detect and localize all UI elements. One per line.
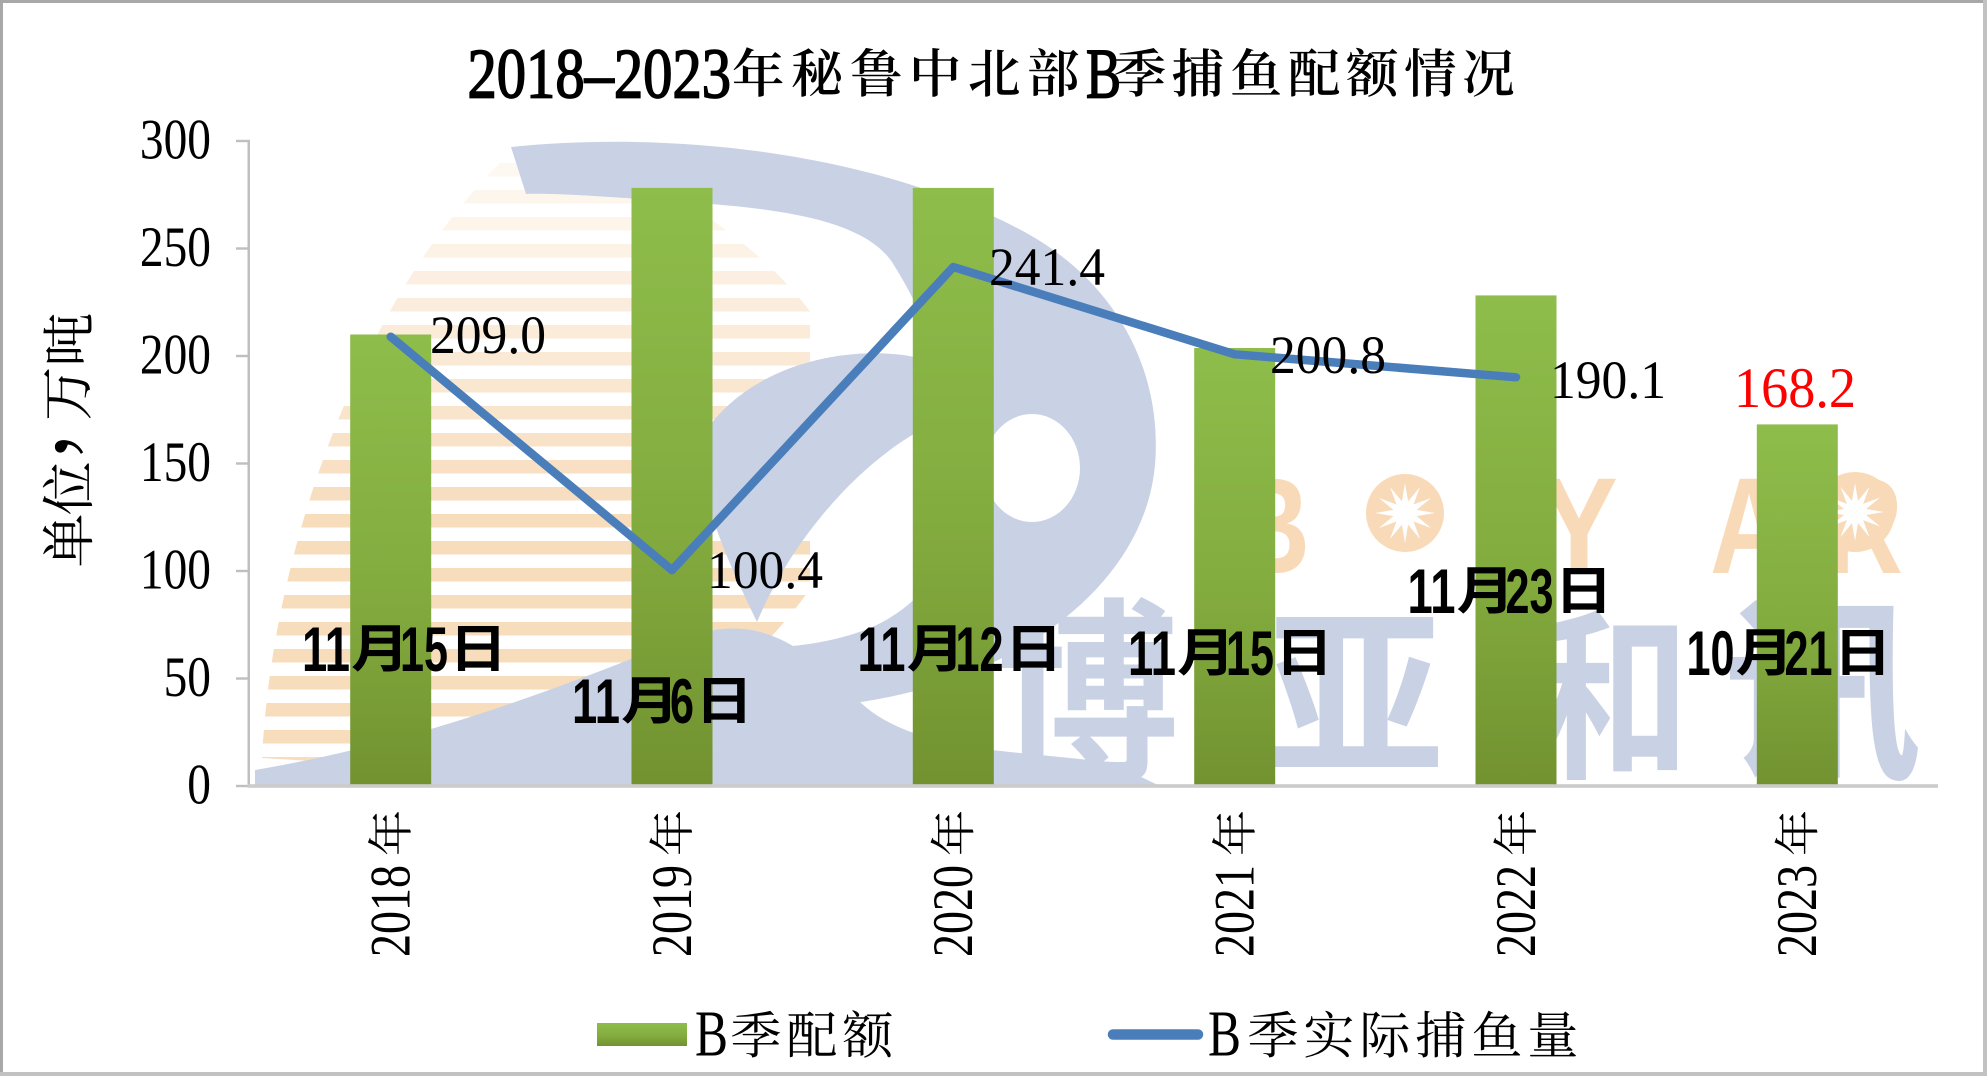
- svg-text:209.0: 209.0: [430, 305, 546, 365]
- svg-text:200: 200: [140, 324, 211, 387]
- svg-text:300: 300: [140, 109, 211, 172]
- svg-text:2021: 2021: [1204, 865, 1267, 957]
- svg-text:241.4: 241.4: [989, 237, 1105, 297]
- svg-text:2019: 2019: [641, 865, 704, 957]
- svg-text:190.1: 190.1: [1550, 350, 1666, 410]
- svg-text:50: 50: [164, 646, 211, 709]
- svg-text:2020: 2020: [922, 865, 985, 957]
- svg-text:11: 11: [1408, 557, 1456, 627]
- svg-text:2018: 2018: [360, 865, 423, 957]
- svg-text:11: 11: [858, 615, 906, 685]
- svg-text:100: 100: [140, 539, 211, 602]
- svg-text:11: 11: [302, 615, 350, 685]
- svg-text:15: 15: [400, 615, 448, 685]
- svg-text:23: 23: [1506, 557, 1554, 627]
- svg-text:0: 0: [187, 754, 211, 817]
- svg-text:150: 150: [140, 431, 211, 494]
- svg-text:11: 11: [572, 667, 620, 737]
- svg-text:15: 15: [1226, 619, 1274, 689]
- svg-text:11: 11: [1128, 619, 1176, 689]
- svg-text:B: B: [695, 998, 728, 1071]
- svg-text:2023: 2023: [1766, 865, 1829, 957]
- svg-text:2018–2023: 2018–2023: [468, 36, 732, 114]
- svg-text:21: 21: [1785, 619, 1833, 689]
- svg-text:168.2: 168.2: [1734, 357, 1856, 420]
- svg-text:B: B: [1208, 998, 1241, 1071]
- svg-text:100.4: 100.4: [707, 540, 823, 600]
- svg-text:12: 12: [956, 615, 1004, 685]
- svg-text:250: 250: [140, 216, 211, 279]
- svg-text:200.8: 200.8: [1270, 325, 1386, 385]
- svg-text:10: 10: [1687, 619, 1735, 689]
- svg-text:B: B: [1086, 36, 1121, 114]
- svg-text:2022: 2022: [1485, 865, 1548, 957]
- svg-text:6: 6: [670, 667, 694, 737]
